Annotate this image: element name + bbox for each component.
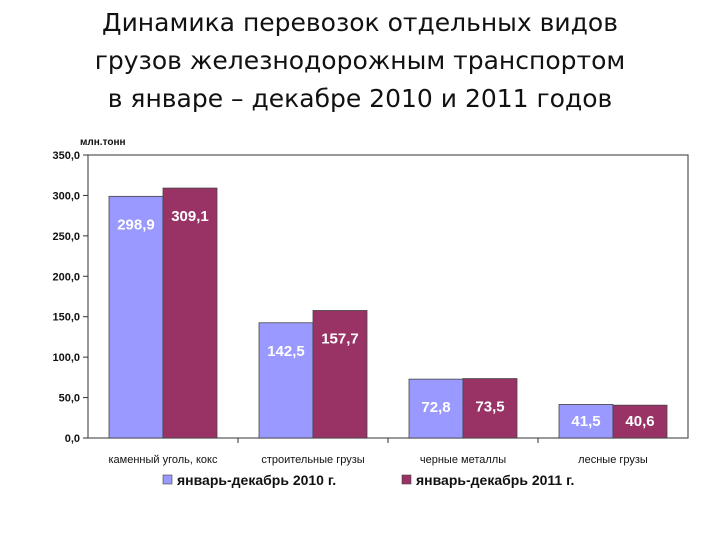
chart-axes: 0,0 50,0 100,0 150,0 200,0 250,0 300,0 350,0 кам… [52, 150, 689, 466]
legend-swatch [162, 474, 173, 485]
data-label: 41,5 [571, 413, 600, 430]
category-label: лесные грузы [578, 454, 648, 466]
legend-swatch [401, 474, 412, 485]
bar-2011 [462, 378, 518, 439]
chart-legend: январь-декабрь 2010 г. январь-декабрь 201… [162, 472, 574, 488]
y-tick-label: 100,0 [52, 352, 80, 364]
chart-title: Динамика перевозок отдельных видов грузо… [0, 4, 720, 118]
category-label: каменный уголь, кокс [108, 454, 218, 466]
y-tick-label: 200,0 [52, 271, 80, 283]
y-tick-label: 0,0 [65, 433, 80, 445]
y-tick-label: 350,0 [52, 150, 80, 162]
bar-2010 [408, 378, 464, 439]
category-label: строительные грузы [261, 454, 364, 466]
bar-2010 [258, 322, 314, 439]
chart-bars: 298,9 309,1 142,5 157,7 72,8 73,5 41,5 40,6 [108, 187, 668, 439]
y-unit-label: млн.тонн [80, 137, 126, 148]
legend-label: январь-декабрь 2010 г. [177, 472, 336, 488]
data-label: 142,5 [267, 343, 305, 360]
legend-label: январь-декабрь 2011 г. [416, 472, 574, 488]
data-label: 157,7 [321, 330, 359, 347]
bar-2011 [312, 310, 368, 439]
title-line-2: грузов железнодорожным транспортом [94, 46, 626, 75]
data-label: 72,8 [421, 399, 450, 416]
title-line-1: Динамика перевозок отдельных видов [102, 8, 618, 37]
data-label: 73,5 [475, 399, 504, 416]
y-tick-label: 50,0 [59, 393, 80, 405]
y-tick-label: 250,0 [52, 231, 80, 243]
bar-2011 [162, 187, 218, 439]
title-line-3: в январе – декабре 2010 и 2011 годов [107, 84, 613, 113]
data-label: 298,9 [117, 216, 155, 233]
y-tick-label: 150,0 [52, 312, 80, 324]
bar-2011 [612, 404, 668, 439]
data-label: 309,1 [171, 208, 209, 225]
category-label: черные металлы [420, 454, 506, 466]
y-tick-label: 300,0 [52, 190, 80, 202]
data-label: 40,6 [625, 413, 654, 430]
bar-2010 [558, 404, 614, 439]
